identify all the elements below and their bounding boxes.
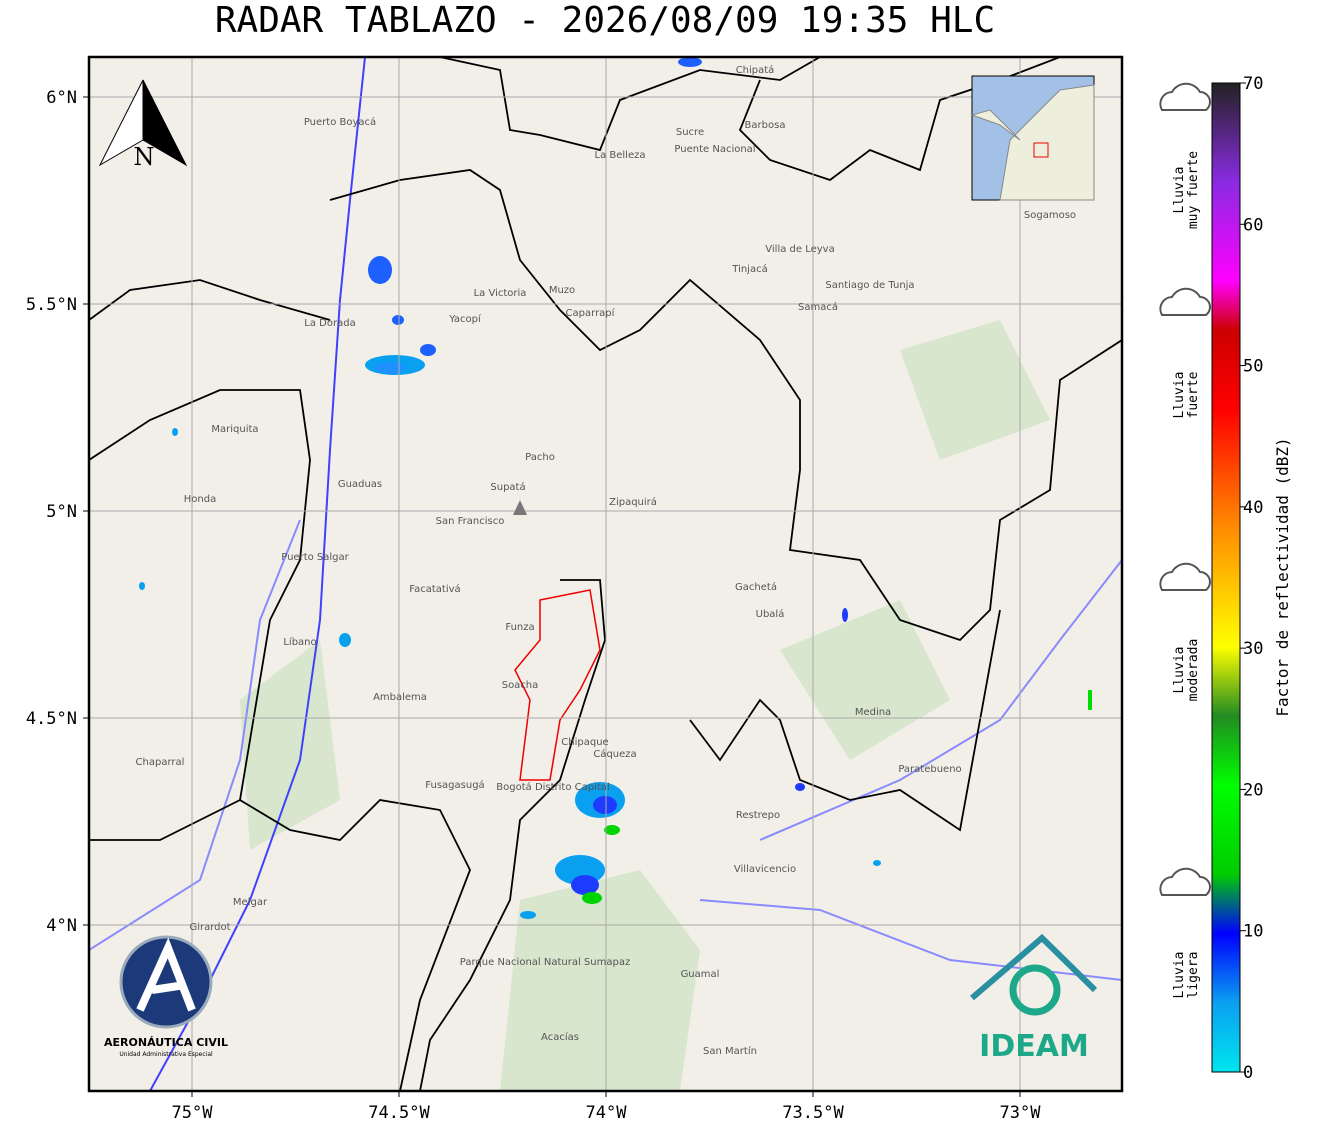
aerocivil-logo: AERONÁUTICA CIVIL Unidad Administrativa …: [104, 935, 228, 1058]
cloud-icon: [1159, 287, 1211, 316]
ideam-logo: IDEAM: [970, 933, 1098, 1064]
place-label: Zipaquirá: [609, 496, 657, 508]
place-label: Paratebueno: [898, 764, 961, 775]
place-label: Yacopí: [448, 313, 482, 325]
place-label: Sucre: [676, 127, 704, 138]
place-label: Acacías: [541, 1031, 579, 1043]
place-label: Caparrapí: [566, 307, 616, 319]
cloud-icon: [1159, 867, 1211, 896]
place-label: Guamal: [681, 969, 720, 980]
place-label: Puerto Salgar: [281, 552, 349, 563]
place-label: Chipatá: [736, 64, 775, 76]
place-label: Samacá: [798, 301, 838, 313]
lat-tick-label: 4°N: [46, 916, 77, 936]
place-label: Supatá: [490, 481, 525, 493]
place-label: Ubalá: [756, 608, 785, 620]
legend-label: muy fuerte: [1186, 151, 1201, 229]
place-label: Chaparral: [136, 757, 185, 768]
cloud-icon: [1159, 82, 1211, 111]
place-label: Puerto Boyacá: [304, 116, 376, 128]
place-label: Guaduas: [338, 479, 382, 490]
place-label: La Victoria: [474, 288, 527, 299]
lat-tick-label: 6°N: [46, 88, 77, 108]
legend-label: Lluvia: [1172, 647, 1187, 694]
place-label: Villa de Leyva: [765, 244, 834, 255]
legend-label: ligera: [1186, 952, 1201, 999]
place-label: Parque Nacional Natural Sumapaz: [460, 957, 630, 968]
place-label: Funza: [505, 622, 534, 633]
lon-tick-label: 73°W: [1000, 1103, 1042, 1123]
colorbar: [1211, 82, 1241, 1073]
north-arrow: N: [98, 79, 188, 171]
place-label: Tinjacá: [731, 263, 767, 275]
colorbar-tick-label: 50: [1243, 357, 1263, 377]
lon-tick-label: 74.5°W: [368, 1103, 430, 1123]
colorbar-tick-label: 10: [1243, 922, 1263, 942]
place-label: Honda: [184, 494, 216, 505]
place-label: Girardot: [189, 922, 230, 933]
cloud-icon: [1159, 562, 1211, 591]
place-label: Bogotá Distrito Capital: [496, 781, 609, 793]
colorbar-tick-label: 20: [1243, 780, 1263, 800]
place-label: Medina: [855, 707, 891, 718]
place-label: La Belleza: [595, 150, 646, 161]
lat-tick-label: 5.5°N: [26, 295, 77, 315]
legend-label: moderada: [1186, 639, 1201, 702]
inset-map: [970, 75, 1095, 201]
place-label: Puente Nacional: [674, 144, 755, 155]
place-label: La Dorada: [304, 318, 355, 329]
colorbar-tick-label: 60: [1243, 215, 1263, 235]
lat-tick-label: 5°N: [46, 502, 77, 522]
place-label: Pacho: [525, 452, 555, 463]
ideam-name: IDEAM: [979, 1029, 1089, 1064]
place-label: Facatativá: [409, 583, 460, 595]
legend-label: Lluvia: [1172, 952, 1187, 999]
place-label: San Francisco: [436, 516, 505, 527]
place-label: Fusagasugá: [425, 779, 484, 791]
place-label: Melgar: [233, 897, 268, 908]
radar-echoes: [139, 57, 1092, 919]
place-label: Líbano: [283, 636, 316, 648]
place-label: San Martín: [703, 1045, 757, 1057]
lon-tick-label: 75°W: [172, 1103, 214, 1123]
aerocivil-name: AERONÁUTICA CIVIL: [104, 1036, 228, 1049]
aerocivil-sub: Unidad Administrativa Especial: [119, 1051, 213, 1058]
north-label: N: [134, 143, 155, 171]
colorbar-label: Factor de reflectividad (dBZ): [1273, 437, 1292, 716]
lon-tick-label: 73.5°W: [782, 1103, 844, 1123]
colorbar-tick-label: 30: [1243, 639, 1263, 659]
place-label: Santiago de Tunja: [825, 280, 914, 291]
colorbar-tick-label: 0: [1243, 1063, 1253, 1083]
place-label: Gachetá: [735, 581, 777, 593]
colorbar-tick-label: 70: [1243, 74, 1263, 94]
place-label: Cáqueza: [593, 748, 636, 760]
place-label: Ambalema: [373, 692, 427, 703]
place-label: Muzo: [549, 285, 575, 296]
radar-site: [513, 500, 527, 515]
legend-label: fuerte: [1186, 371, 1201, 418]
place-label: Mariquita: [211, 424, 258, 435]
legend-label: Lluvia: [1172, 167, 1187, 214]
place-label: Villavicencio: [734, 864, 796, 875]
place-label: Sogamoso: [1024, 210, 1076, 221]
place-label: Chipaque: [561, 737, 608, 748]
legend-label: Lluvia: [1172, 372, 1187, 419]
place-label: Soacha: [502, 680, 539, 691]
colorbar-tick-label: 40: [1243, 498, 1263, 518]
place-label: Restrepo: [736, 810, 780, 821]
lon-tick-label: 74°W: [586, 1103, 628, 1123]
map: Chipatá Puerto Boyacá Barbosa Sucre Puente N…: [89, 57, 1122, 1091]
place-label: Barbosa: [745, 120, 786, 131]
title: RADAR TABLAZO - 2026/08/09 19:35 HLC: [215, 0, 995, 41]
lat-tick-label: 4.5°N: [26, 709, 77, 729]
